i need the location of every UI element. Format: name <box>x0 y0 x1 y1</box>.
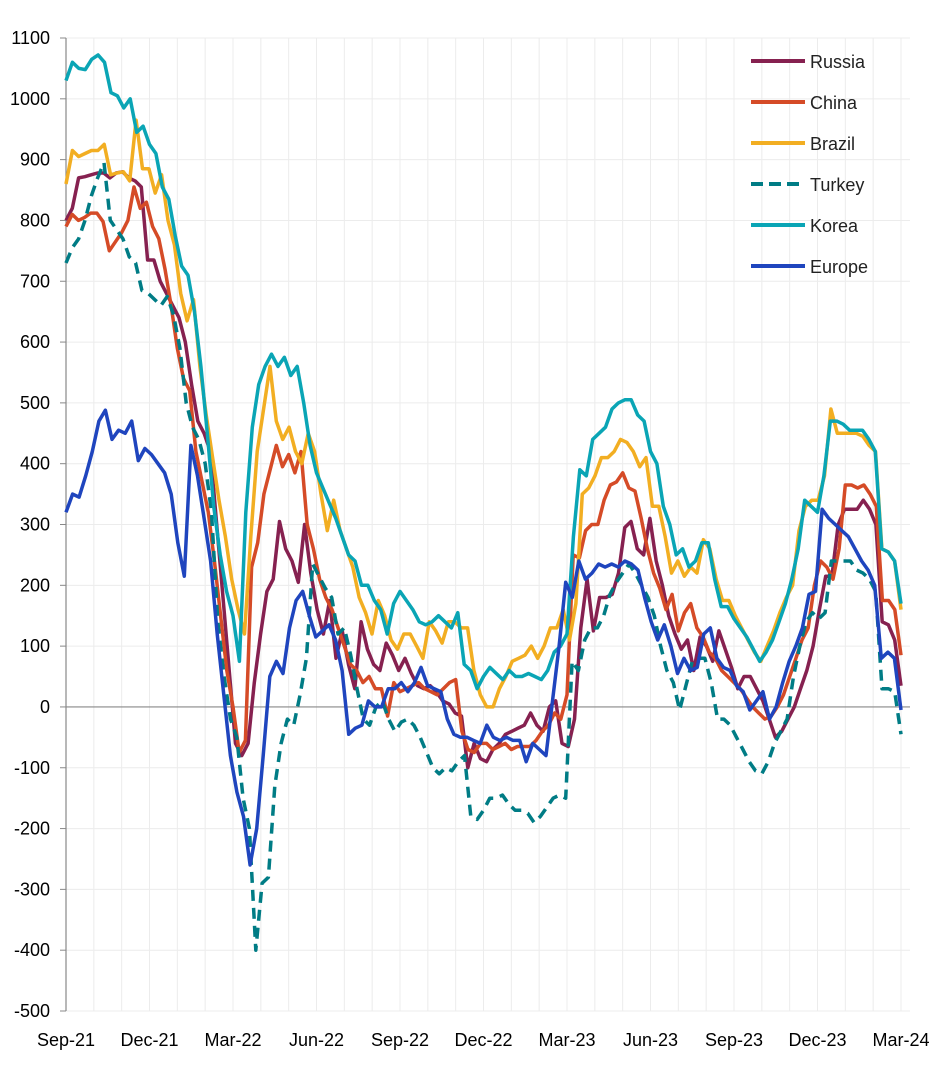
x-tick-label: Sep-23 <box>705 1030 763 1050</box>
y-tick-label: -500 <box>14 1001 50 1021</box>
x-tick-label: Mar-23 <box>538 1030 595 1050</box>
series-lines <box>64 53 903 952</box>
y-tick-label: -300 <box>14 879 50 899</box>
x-tick-label: Mar-24 <box>872 1030 929 1050</box>
legend-label-turkey: Turkey <box>810 175 864 195</box>
y-tick-label: 500 <box>20 393 50 413</box>
series-line-turkey <box>64 160 903 952</box>
legend-label-brazil: Brazil <box>810 134 855 154</box>
y-tick-label: -400 <box>14 940 50 960</box>
y-tick-label: 1000 <box>10 89 50 109</box>
y-axis: 110010009008007006005004003002001000-100… <box>10 28 67 1021</box>
legend-label-china: China <box>810 93 858 113</box>
x-tick-label: Mar-22 <box>204 1030 261 1050</box>
y-tick-label: 600 <box>20 332 50 352</box>
x-tick-label: Dec-21 <box>120 1030 178 1050</box>
x-tick-label: Dec-22 <box>454 1030 512 1050</box>
x-tick-label: Jun-22 <box>289 1030 344 1050</box>
y-tick-label: 400 <box>20 454 50 474</box>
y-tick-label: -200 <box>14 819 50 839</box>
x-axis: Sep-21 Dec-21 Mar-22 Jun-22 Sep-22 Dec-22 Mar-… <box>37 1030 930 1050</box>
y-tick-label: 700 <box>20 271 50 291</box>
legend: Russia China Brazil Turkey Korea Europe <box>751 52 868 277</box>
legend-label-korea: Korea <box>810 216 859 236</box>
y-tick-label: 100 <box>20 636 50 656</box>
y-tick-label: 200 <box>20 575 50 595</box>
x-tick-label: Sep-22 <box>371 1030 429 1050</box>
series-line-china <box>64 185 903 755</box>
y-tick-label: 900 <box>20 150 50 170</box>
legend-label-russia: Russia <box>810 52 866 72</box>
series-line-europe <box>64 408 903 867</box>
x-tick-label: Sep-21 <box>37 1030 95 1050</box>
y-tick-label: 1100 <box>11 28 50 48</box>
y-tick-label: -100 <box>14 758 50 778</box>
legend-label-europe: Europe <box>810 257 868 277</box>
gridlines <box>66 37 910 1012</box>
y-tick-label: 800 <box>20 210 50 230</box>
x-tick-label: Dec-23 <box>788 1030 846 1050</box>
y-tick-label: 300 <box>20 515 50 535</box>
series-line-russia <box>64 170 903 770</box>
x-tick-label: Jun-23 <box>623 1030 678 1050</box>
y-tick-label: 0 <box>40 697 50 717</box>
series-line-korea <box>64 53 903 691</box>
